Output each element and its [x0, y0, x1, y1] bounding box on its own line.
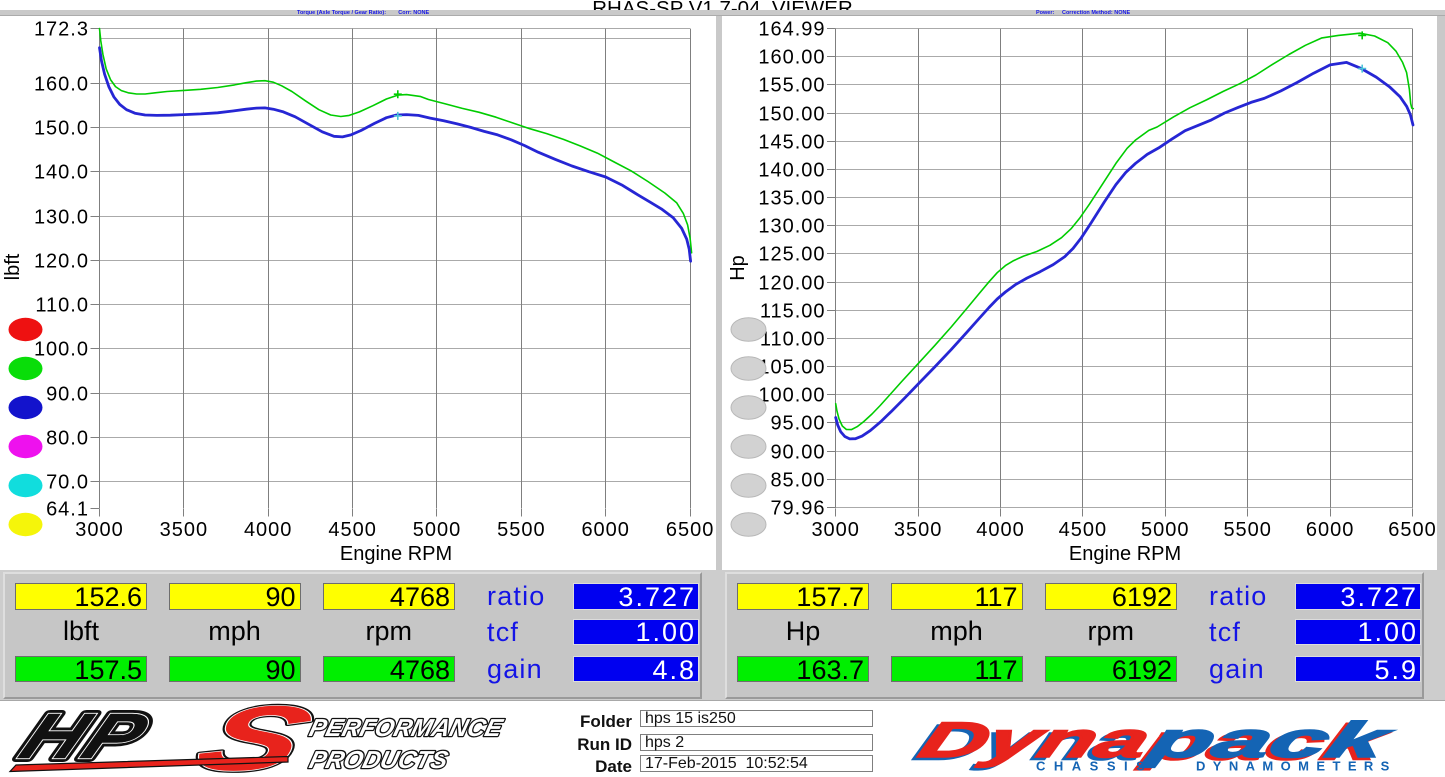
svg-text:PERFORMANCE: PERFORMANCE: [307, 714, 507, 742]
svg-text:5000: 5000: [1141, 519, 1190, 541]
svg-text:3000: 3000: [811, 519, 860, 541]
svg-text:160.0: 160.0: [34, 74, 89, 96]
svg-text:130.0: 130.0: [34, 207, 89, 229]
svg-text:150.00: 150.00: [758, 104, 825, 126]
svg-text:160.00: 160.00: [758, 47, 825, 69]
svg-text:6500: 6500: [666, 519, 715, 541]
svg-text:90.0: 90.0: [46, 384, 89, 406]
svg-text:64.1: 64.1: [46, 499, 89, 521]
svg-text:172.3: 172.3: [34, 19, 89, 41]
svg-text:Engine RPM: Engine RPM: [1069, 543, 1181, 565]
svg-text:85.00: 85.00: [770, 470, 825, 492]
svg-text:3500: 3500: [160, 519, 209, 541]
svg-text:120.0: 120.0: [34, 251, 89, 273]
svg-text:lbft: lbft: [2, 253, 24, 280]
svg-text:4500: 4500: [1059, 519, 1108, 541]
svg-text:105.00: 105.00: [758, 357, 825, 379]
svg-text:135.00: 135.00: [758, 188, 825, 210]
svg-text:DYNAMOMETERS: DYNAMOMETERS: [1196, 759, 1397, 774]
svg-text:6000: 6000: [581, 519, 630, 541]
svg-text:4000: 4000: [976, 519, 1025, 541]
svg-text:Dyna: Dyna: [912, 712, 1158, 768]
svg-text:145.00: 145.00: [758, 132, 825, 154]
svg-text:100.0: 100.0: [34, 339, 89, 361]
svg-text:3000: 3000: [75, 519, 124, 541]
svg-text:6500: 6500: [1388, 519, 1437, 541]
svg-text:Engine RPM: Engine RPM: [340, 543, 452, 565]
svg-text:4000: 4000: [244, 519, 293, 541]
svg-text:5000: 5000: [413, 519, 462, 541]
svg-text:90.00: 90.00: [770, 442, 825, 464]
svg-text:pack: pack: [1139, 712, 1400, 768]
svg-text:80.0: 80.0: [46, 428, 89, 450]
svg-text:150.0: 150.0: [34, 118, 89, 140]
svg-text:110.00: 110.00: [760, 329, 826, 351]
svg-text:130.00: 130.00: [758, 216, 825, 238]
svg-text:110.0: 110.0: [35, 295, 89, 317]
svg-text:3500: 3500: [894, 519, 943, 541]
svg-text:125.00: 125.00: [758, 244, 825, 266]
svg-text:6000: 6000: [1306, 519, 1355, 541]
svg-text:Hp: Hp: [727, 255, 749, 281]
svg-text:95.00: 95.00: [770, 413, 825, 435]
svg-text:140.00: 140.00: [758, 160, 825, 182]
svg-text:140.0: 140.0: [34, 162, 89, 184]
svg-text:5500: 5500: [497, 519, 546, 541]
svg-text:5500: 5500: [1223, 519, 1272, 541]
svg-text:155.00: 155.00: [758, 75, 825, 97]
svg-text:79.96: 79.96: [770, 498, 825, 520]
svg-text:115.00: 115.00: [760, 301, 826, 323]
svg-text:120.00: 120.00: [758, 273, 825, 295]
svg-text:PRODUCTS: PRODUCTS: [307, 746, 452, 774]
svg-text:164.99: 164.99: [758, 19, 825, 41]
svg-text:Dyna: Dyna: [908, 714, 1154, 770]
svg-text:4500: 4500: [328, 519, 377, 541]
svg-text:70.0: 70.0: [46, 472, 89, 494]
svg-text:CHASSIS: CHASSIS: [1036, 759, 1153, 774]
svg-text:100.00: 100.00: [758, 385, 825, 407]
svg-text:pack: pack: [1134, 715, 1395, 771]
